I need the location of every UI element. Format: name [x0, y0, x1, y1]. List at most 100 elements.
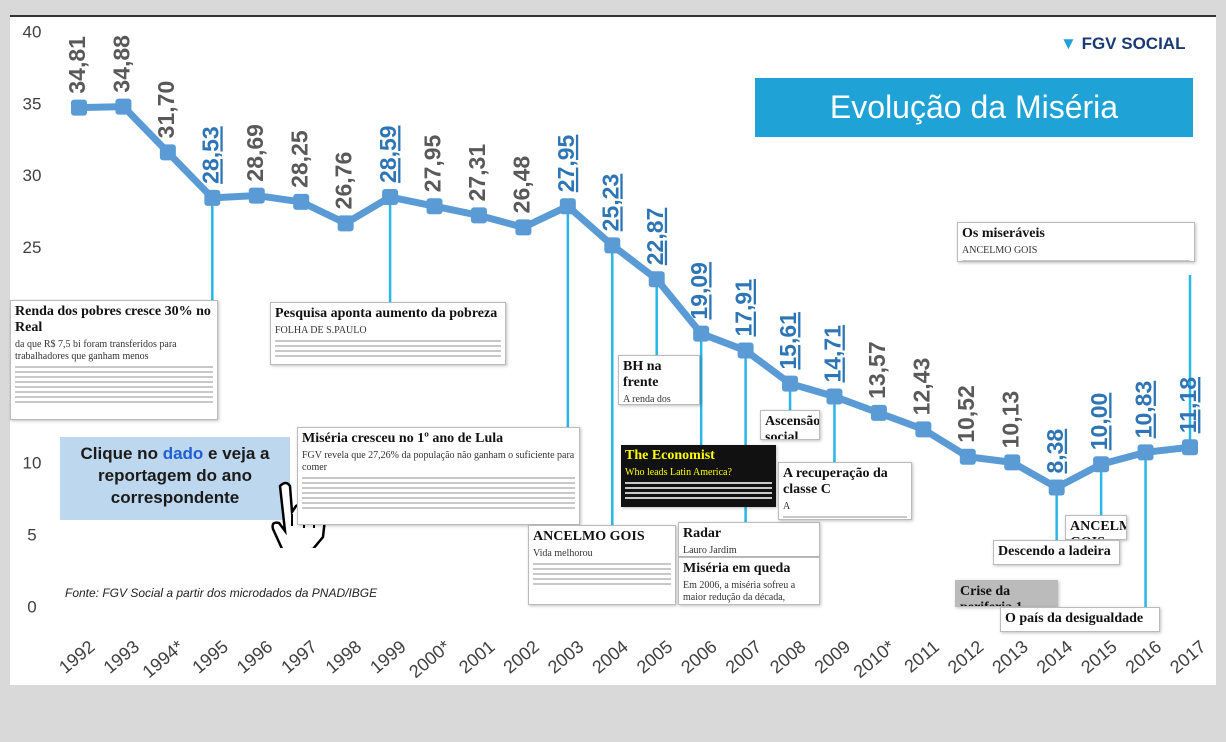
data-point	[871, 405, 887, 421]
data-label: 13,57	[864, 341, 890, 399]
data-point	[115, 99, 131, 115]
data-point	[1093, 456, 1109, 472]
text-filler	[625, 497, 772, 499]
data-point	[204, 190, 220, 206]
data-point	[427, 198, 443, 214]
data-point	[293, 194, 309, 210]
text-filler	[302, 477, 575, 479]
x-tick-label: 2003	[544, 636, 588, 677]
text-filler	[275, 355, 501, 357]
x-tick-label: 2007	[722, 636, 766, 677]
text-filler	[15, 391, 213, 393]
clipping-headline: ANCELMO GOIS	[529, 526, 675, 548]
data-label[interactable]: 14,71	[820, 325, 846, 383]
text-filler	[302, 497, 575, 499]
x-tick-label: 1993	[100, 636, 144, 677]
data-label: 34,81	[64, 36, 90, 94]
text-filler	[302, 502, 575, 504]
clipping-headline: Miséria cresceu no 1º ano de Lula	[298, 428, 579, 450]
data-label[interactable]: 10,83	[1131, 381, 1157, 439]
text-filler	[15, 396, 213, 398]
data-point	[782, 376, 798, 392]
x-tick-label: 2002	[499, 636, 543, 677]
clipping-headline: ANCELMO GOIS	[1066, 516, 1126, 540]
y-tick-label: 0	[27, 597, 36, 616]
logo: ▼ FGV SOCIAL	[1060, 34, 1185, 54]
data-point	[1004, 454, 1020, 470]
text-filler	[302, 482, 575, 484]
data-label: 27,31	[464, 144, 490, 202]
x-tick-label: 1996	[233, 636, 277, 677]
clipping-headline: Renda dos pobres cresce 30% no Real	[11, 301, 217, 339]
text-filler	[15, 386, 213, 388]
x-tick-label: 2016	[1122, 636, 1166, 677]
data-label[interactable]: 10,00	[1086, 393, 1112, 451]
y-tick-label: 40	[23, 22, 42, 41]
data-label[interactable]: 28,59	[375, 125, 401, 183]
text-filler	[275, 345, 501, 347]
data-point	[71, 100, 87, 116]
text-filler	[15, 376, 213, 378]
page: {"chart_data": {"type": "line", "title":…	[0, 0, 1226, 742]
data-label[interactable]: 15,61	[775, 312, 801, 370]
data-label: 28,69	[242, 124, 268, 182]
x-tick-label: 2017	[1166, 636, 1210, 677]
data-label[interactable]: 8,38	[1042, 429, 1068, 474]
x-tick-label: 2012	[944, 636, 988, 677]
data-point	[604, 237, 620, 253]
data-label[interactable]: 19,09	[686, 262, 712, 320]
data-label[interactable]: 11,18	[1175, 377, 1201, 433]
text-filler	[15, 366, 213, 368]
data-label: 27,95	[420, 134, 446, 192]
data-label[interactable]: 28,53	[197, 126, 223, 184]
clipping: Descendo a ladeira	[993, 540, 1120, 565]
data-label: 28,25	[286, 130, 312, 188]
text-filler	[533, 583, 671, 585]
clipping: The EconomistWho leads Latin America?	[621, 445, 776, 507]
text-filler	[533, 568, 671, 570]
clipping-subtitle: Lauro Jardim	[679, 545, 819, 557]
data-label[interactable]: 27,95	[553, 134, 579, 192]
clipping-subtitle: da que R$ 7,5 bi foram transferidos para…	[11, 339, 217, 363]
data-label: 26,76	[331, 152, 357, 210]
data-point	[560, 198, 576, 214]
x-tick-label: 2008	[766, 636, 810, 677]
data-point	[960, 449, 976, 465]
data-point	[471, 207, 487, 223]
data-label: 34,88	[109, 35, 135, 93]
data-point	[249, 188, 265, 204]
clipping-subtitle: Em 2006, a miséria sofreu a maior reduçã…	[679, 580, 819, 605]
data-label: 10,13	[997, 391, 1023, 449]
clipping-headline: Ascensão social	[761, 411, 819, 440]
text-filler	[302, 487, 575, 489]
text-filler	[962, 260, 1190, 262]
data-label[interactable]: 25,23	[597, 174, 623, 232]
x-tick-label: 2004	[588, 636, 632, 677]
y-tick-label: 30	[23, 166, 42, 185]
clipping-subtitle: ANCELMO GOIS	[958, 245, 1194, 257]
clipping-subtitle: FGV revela que 27,26% da população não g…	[298, 450, 579, 474]
data-label[interactable]: 22,87	[642, 208, 668, 266]
data-label: 26,48	[508, 156, 534, 214]
clipping: ANCELMO GOISVida melhorou	[528, 525, 676, 605]
clipping-headline: O país da desigualdade	[1001, 608, 1159, 630]
clipping-headline: Os miseráveis	[958, 223, 1194, 245]
callout-text: Clique no	[81, 444, 163, 463]
clipping-subtitle: A renda dos trabalha da região metropoli…	[619, 394, 699, 405]
data-point	[515, 219, 531, 235]
clipping-headline: The Economist	[621, 445, 776, 467]
clipping: ANCELMO GOIS	[1065, 515, 1127, 540]
data-label: 31,70	[153, 81, 179, 139]
clipping: Ascensão socialEntre 2003 e 2008	[760, 410, 820, 440]
clipping: Crise da periferia 1BRASIL	[955, 580, 1058, 607]
text-filler	[625, 492, 772, 494]
x-tick-label: 1994*	[139, 636, 188, 682]
x-tick-label: 2010*	[850, 636, 899, 682]
data-label[interactable]: 17,91	[731, 279, 757, 337]
text-filler	[533, 578, 671, 580]
